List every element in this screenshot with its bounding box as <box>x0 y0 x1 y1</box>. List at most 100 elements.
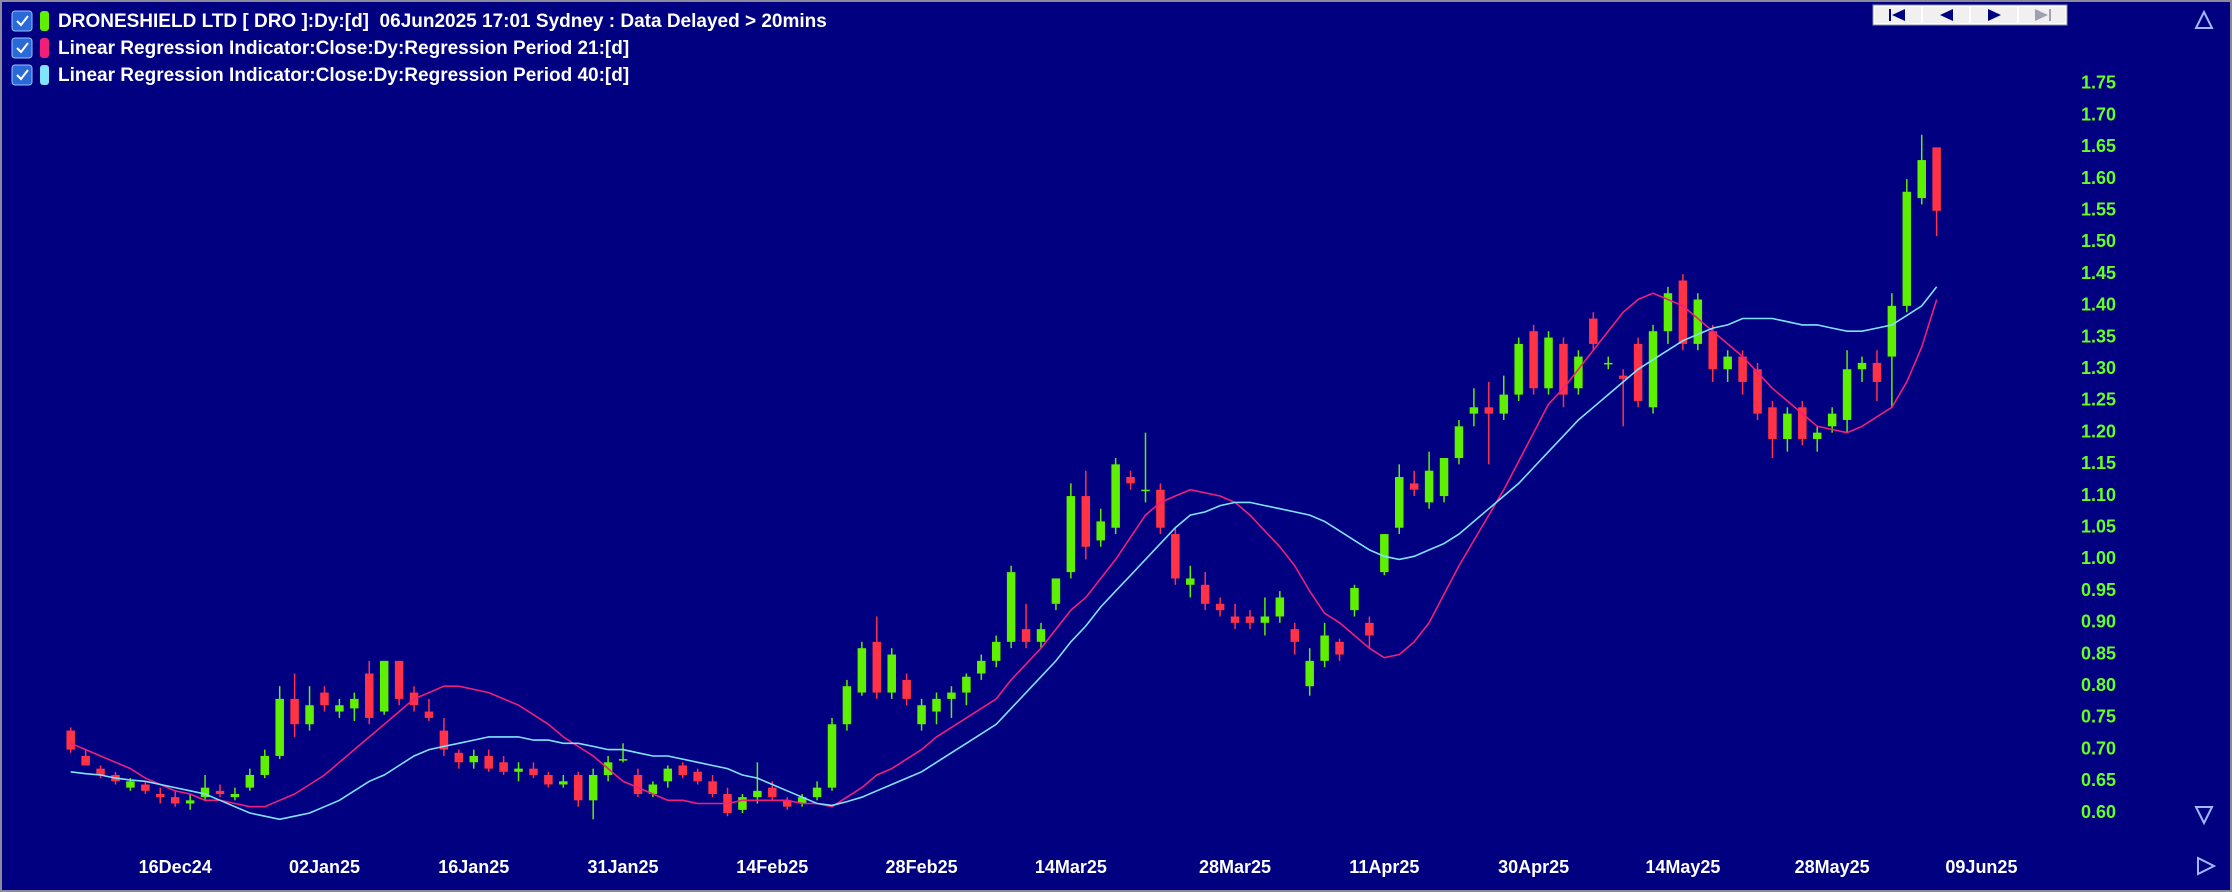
candle-body <box>1409 483 1419 490</box>
candle-body <box>708 781 717 794</box>
candle-body <box>648 784 658 794</box>
candle-body <box>768 787 777 798</box>
y-tick-label: 1.75 <box>2081 73 2116 93</box>
legend-checkbox[interactable] <box>11 37 33 59</box>
nav-last[interactable] <box>2019 7 2065 23</box>
y-tick-label: 1.00 <box>2081 548 2116 568</box>
scroll-right[interactable] <box>2197 856 2217 876</box>
candle-body <box>544 774 553 785</box>
nav-first[interactable] <box>1875 7 1921 23</box>
candle-body <box>1812 432 1822 439</box>
y-tick-label: 1.60 <box>2081 168 2116 188</box>
candle-body <box>66 730 75 750</box>
candle-body <box>1768 407 1777 439</box>
candle-body <box>1380 534 1389 573</box>
candle-body <box>588 774 598 801</box>
candle-body <box>1021 629 1031 642</box>
candle-body <box>484 755 493 769</box>
y-tick-label: 0.85 <box>2081 643 2116 663</box>
candle-body <box>514 768 523 772</box>
candle-body <box>917 705 926 725</box>
candle-body <box>947 692 956 699</box>
candle-body <box>1245 616 1255 623</box>
candle-body <box>1753 369 1762 414</box>
candle-body <box>1260 616 1270 623</box>
x-tick-label: 11Apr25 <box>1349 857 1419 877</box>
scroll-up[interactable] <box>2194 9 2214 29</box>
candle-body <box>1081 496 1091 547</box>
candle-body <box>1484 407 1494 414</box>
legend-checkbox[interactable] <box>11 64 33 86</box>
candle-body <box>1902 191 1912 306</box>
x-tick-label: 16Jan25 <box>438 857 509 877</box>
candle-body <box>738 797 747 810</box>
y-tick-label: 1.45 <box>2081 263 2116 283</box>
x-tick-label: 30Apr25 <box>1498 857 1569 877</box>
candle-body <box>812 787 822 798</box>
legend-label: Linear Regression Indicator:Close:Dy:Reg… <box>58 38 629 59</box>
y-tick-label: 1.05 <box>2081 516 2116 536</box>
candle-body <box>1305 660 1314 687</box>
candle-body <box>1395 477 1404 528</box>
candle-body <box>1857 362 1867 370</box>
nav-prev[interactable] <box>1923 7 1969 23</box>
candle-body <box>1350 587 1359 611</box>
candle-body <box>305 705 314 725</box>
scroll-down[interactable] <box>2194 806 2214 826</box>
candle-body <box>693 771 702 782</box>
checkbox-box <box>11 64 33 86</box>
candle-body <box>1932 147 1941 211</box>
candle-body <box>185 800 195 804</box>
candle-body <box>902 679 911 699</box>
nav-bar <box>1872 4 2068 26</box>
candle-body <box>1111 464 1120 528</box>
y-tick-label: 1.10 <box>2081 485 2116 505</box>
regression-line <box>70 286 1938 821</box>
candle-body <box>633 774 643 794</box>
x-tick-label: 14Mar25 <box>1035 857 1107 877</box>
y-tick-label: 0.65 <box>2081 770 2116 790</box>
y-tick-label: 1.50 <box>2081 231 2116 251</box>
candle-body <box>156 793 165 798</box>
candle-body <box>559 781 568 785</box>
candle-body <box>663 768 673 782</box>
candle-body <box>1738 356 1747 382</box>
candle-body <box>350 698 359 709</box>
candle-body <box>1544 337 1553 389</box>
candles <box>66 134 1941 820</box>
candle-body <box>1574 356 1583 389</box>
candle-body <box>977 660 986 674</box>
candle-body <box>275 698 284 756</box>
candle-body <box>1424 470 1434 503</box>
candle-body <box>320 692 329 706</box>
y-tick-label: 0.95 <box>2081 580 2116 600</box>
candle-body <box>529 768 538 775</box>
candle-body <box>454 752 464 763</box>
candle-body <box>1439 458 1449 497</box>
candle-body <box>1603 362 1613 365</box>
candle-body <box>962 676 971 693</box>
candle-body <box>573 774 583 801</box>
candle-body <box>126 781 135 788</box>
legend-checkbox[interactable] <box>11 10 33 32</box>
candle-body <box>1051 578 1061 604</box>
candle-body <box>618 759 628 761</box>
candle-body <box>424 711 434 718</box>
y-tick-label: 1.40 <box>2081 295 2116 315</box>
checkbox-tick <box>16 42 29 54</box>
candle-body <box>1827 413 1837 427</box>
checkbox-box <box>11 37 33 59</box>
candle-body <box>1335 641 1344 655</box>
nav-next[interactable] <box>1971 7 2017 23</box>
candle-body <box>215 790 225 794</box>
candle-body <box>141 784 150 791</box>
candle-body <box>1171 534 1180 579</box>
y-tick-label: 1.35 <box>2081 326 2116 346</box>
candle-body <box>335 705 344 712</box>
candle-body <box>170 797 180 804</box>
candle-body <box>827 724 837 788</box>
checkbox-tick <box>16 15 29 27</box>
candle-body <box>290 698 299 725</box>
candle-body <box>1126 477 1135 484</box>
